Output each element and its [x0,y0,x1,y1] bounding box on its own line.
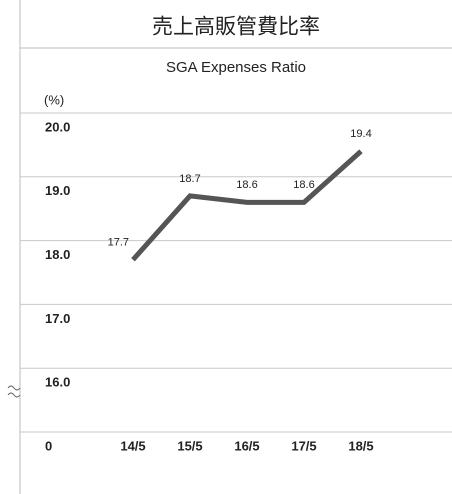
data-label: 18.6 [293,179,314,191]
data-label: 17.7 [108,237,129,249]
x-tick-label: 18/5 [348,438,373,453]
y-tick-label: 16.0 [45,375,70,390]
y-tick-label: 0 [45,438,52,453]
y-tick-label: 18.0 [45,247,70,262]
x-tick-label: 16/5 [234,438,259,453]
data-label: 18.6 [236,179,257,191]
data-line [131,149,363,262]
y-tick-label: 19.0 [45,183,70,198]
x-tick-label: 15/5 [177,438,202,453]
y-axis-label: (%) [44,92,64,107]
data-label: 19.4 [350,128,371,140]
y-tick-label: 17.0 [45,311,70,326]
axis-break-mark [7,385,21,398]
chart-title: 売上高販管費比率 [152,16,320,39]
chart-subtitle: SGA Expenses Ratio [166,59,306,76]
y-tick-label: 20.0 [45,119,70,134]
x-tick-label: 17/5 [291,438,316,453]
data-label: 18.7 [179,173,200,185]
x-tick-label: 14/5 [120,438,145,453]
